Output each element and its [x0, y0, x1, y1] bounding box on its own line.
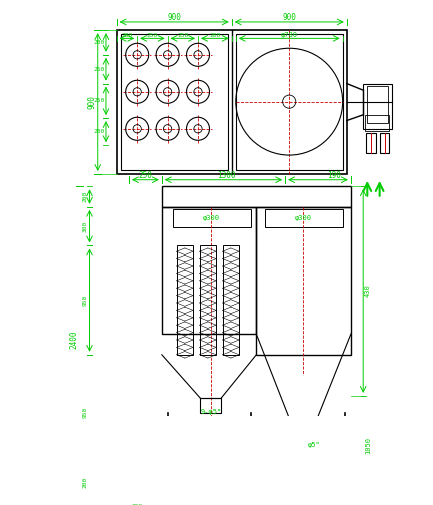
Bar — [265, 209, 343, 227]
Text: 950: 950 — [83, 294, 88, 306]
Text: φ300: φ300 — [203, 215, 220, 221]
Bar — [162, 186, 351, 207]
Bar — [200, 398, 221, 413]
Text: 250: 250 — [93, 98, 104, 104]
Text: 1300: 1300 — [216, 171, 235, 180]
Bar — [121, 34, 228, 170]
Bar — [365, 133, 375, 154]
Text: 900: 900 — [167, 13, 181, 22]
Text: 250: 250 — [139, 171, 152, 180]
Text: 250: 250 — [93, 67, 104, 72]
Bar — [116, 30, 347, 174]
Text: 200: 200 — [132, 504, 143, 505]
Text: 200: 200 — [121, 33, 132, 38]
Bar — [223, 245, 239, 355]
Text: 1050: 1050 — [365, 437, 371, 453]
Text: 200: 200 — [83, 191, 88, 202]
Text: 250: 250 — [177, 33, 188, 38]
Bar — [256, 207, 351, 355]
Text: 900: 900 — [282, 13, 296, 22]
Bar — [236, 34, 343, 170]
Text: 430: 430 — [365, 284, 371, 297]
Text: 300: 300 — [83, 221, 88, 232]
Bar — [200, 245, 216, 355]
Bar — [367, 86, 388, 123]
Text: 200: 200 — [209, 33, 220, 38]
Bar — [380, 133, 390, 154]
Text: 2400: 2400 — [69, 331, 78, 349]
Text: 950: 950 — [83, 407, 88, 418]
Bar — [162, 207, 256, 334]
Bar — [295, 433, 311, 449]
Text: 200: 200 — [83, 477, 88, 488]
Text: 900: 900 — [87, 95, 96, 109]
Bar — [177, 245, 193, 355]
Text: 200: 200 — [93, 40, 104, 45]
Text: φ780: φ780 — [281, 32, 298, 38]
Text: 200: 200 — [93, 129, 104, 134]
Text: φ5": φ5" — [307, 442, 320, 448]
Text: 250: 250 — [147, 33, 158, 38]
Bar — [365, 115, 390, 131]
Text: 9-φ5": 9-φ5" — [200, 409, 222, 415]
Bar — [363, 83, 392, 129]
Text: 190: 190 — [327, 171, 341, 180]
Bar — [172, 209, 251, 227]
Text: φ300: φ300 — [295, 215, 312, 221]
